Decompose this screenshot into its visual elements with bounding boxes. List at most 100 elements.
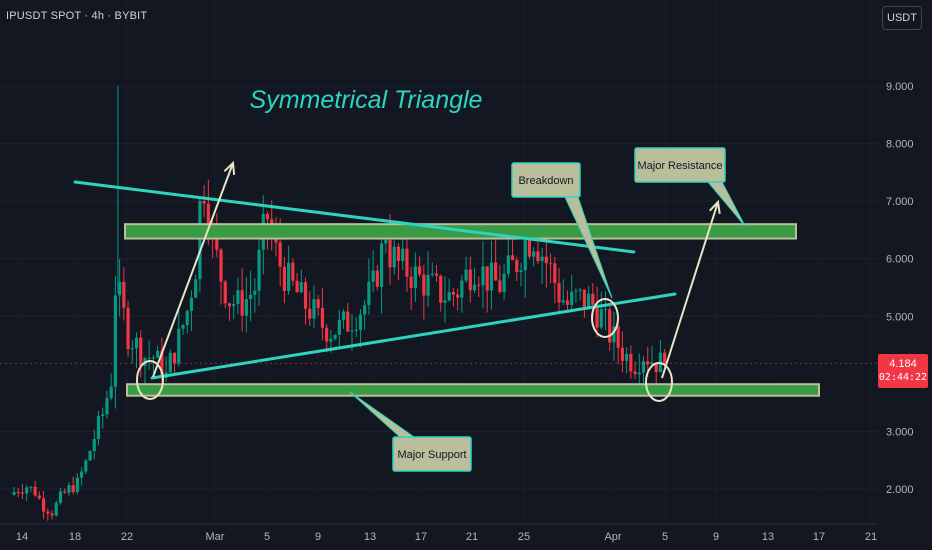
- callout-label: Major Resistance: [638, 160, 723, 172]
- x-tick-label: 21: [865, 531, 877, 543]
- candles: [12, 86, 667, 521]
- candle-body: [134, 337, 139, 349]
- candle-body: [177, 328, 181, 364]
- upper-trendline[interactable]: [73, 180, 636, 254]
- candle-body: [236, 290, 240, 305]
- candle-body: [603, 309, 608, 311]
- circle-marker[interactable]: [645, 362, 673, 402]
- candle-body: [447, 291, 451, 301]
- candle-body: [591, 293, 595, 305]
- candle-body: [29, 486, 33, 488]
- candle-body: [608, 309, 612, 343]
- trendlines[interactable]: [73, 180, 677, 380]
- x-tick-label: Apr: [604, 531, 621, 543]
- candle-body: [350, 330, 354, 332]
- arrows[interactable]: [152, 160, 721, 379]
- candle-body: [434, 273, 439, 276]
- lower-trendline[interactable]: [150, 292, 677, 380]
- major-support-callout[interactable]: Major Support: [349, 391, 472, 472]
- candle-body: [295, 280, 299, 293]
- candle-body: [422, 274, 426, 296]
- candle-body: [109, 386, 113, 399]
- circle-markers[interactable]: [136, 298, 673, 402]
- grid: [0, 85, 878, 490]
- candle-body: [439, 275, 443, 303]
- candle-body: [278, 242, 282, 267]
- candle-body: [71, 485, 75, 493]
- candle-body: [67, 485, 71, 493]
- candle-body: [506, 255, 510, 274]
- callout-box: [392, 436, 472, 472]
- candle-body: [456, 294, 460, 298]
- candle-body: [333, 334, 337, 339]
- candle-body: [147, 357, 151, 359]
- candle-body: [257, 249, 261, 291]
- candle-body: [544, 256, 548, 264]
- candle-body: [346, 311, 350, 332]
- candle-body: [291, 262, 295, 281]
- candle-body: [358, 314, 363, 330]
- candle-body: [633, 371, 637, 375]
- candle-body: [189, 297, 194, 311]
- candle-body: [101, 414, 105, 416]
- candle-body: [616, 326, 620, 348]
- candle-body: [312, 299, 316, 319]
- annotations[interactable]: Breakdown Major Resistance Major Support: [349, 147, 746, 472]
- candle-body: [477, 284, 481, 286]
- candle-body: [401, 248, 405, 261]
- x-tick-label: 25: [518, 531, 530, 543]
- support-zone[interactable]: [126, 383, 820, 397]
- rally-arrow[interactable]: [152, 160, 236, 378]
- candle-body: [202, 200, 206, 204]
- candle-body: [515, 260, 519, 273]
- candle-body: [654, 362, 658, 373]
- y-tick-label: 3.000: [886, 426, 914, 438]
- candle-body: [472, 284, 477, 291]
- arrow-shaft: [661, 201, 719, 379]
- candle-body: [316, 299, 320, 308]
- candle-body: [223, 281, 227, 304]
- candle-body: [663, 352, 667, 364]
- candle-body: [50, 513, 54, 516]
- callout-tail: [706, 181, 746, 227]
- candle-body: [181, 325, 185, 329]
- candle-body: [557, 283, 561, 303]
- candle-body: [227, 303, 232, 307]
- x-tick-label: 14: [16, 531, 28, 543]
- candle-body: [84, 460, 88, 472]
- candle-body: [75, 477, 79, 493]
- arrow-head: [709, 199, 721, 215]
- x-tick-label: 21: [466, 531, 478, 543]
- candle-body: [105, 398, 109, 415]
- candle-body: [625, 353, 629, 361]
- candle-body: [384, 239, 388, 244]
- candle-body: [198, 200, 202, 280]
- candle-body: [16, 492, 20, 494]
- target-arrow[interactable]: [661, 199, 721, 379]
- candle-body: [612, 326, 616, 343]
- candle-body: [498, 280, 502, 292]
- candle-body: [527, 240, 532, 257]
- candle-body: [620, 347, 624, 361]
- circle-marker[interactable]: [591, 298, 619, 338]
- circle-marker[interactable]: [136, 360, 164, 400]
- breakdown-callout[interactable]: Breakdown: [511, 162, 613, 299]
- currency-button[interactable]: USDT: [882, 6, 922, 30]
- arrow-head: [223, 160, 236, 176]
- candle-body: [405, 248, 409, 277]
- y-tick-label: 2.000: [886, 484, 914, 496]
- candle-body: [244, 299, 248, 316]
- candle-body: [599, 309, 603, 328]
- candle-body: [287, 262, 291, 291]
- candle-body: [12, 492, 16, 495]
- major-resistance-callout[interactable]: Major Resistance: [634, 147, 746, 227]
- candle-body: [172, 352, 177, 364]
- candle-body: [540, 256, 544, 262]
- candle-body: [303, 282, 308, 309]
- x-tick-label: 9: [315, 531, 321, 543]
- candle-body: [54, 502, 58, 516]
- candle-body: [126, 307, 130, 350]
- candle-body: [468, 269, 472, 291]
- candle-body: [88, 451, 92, 461]
